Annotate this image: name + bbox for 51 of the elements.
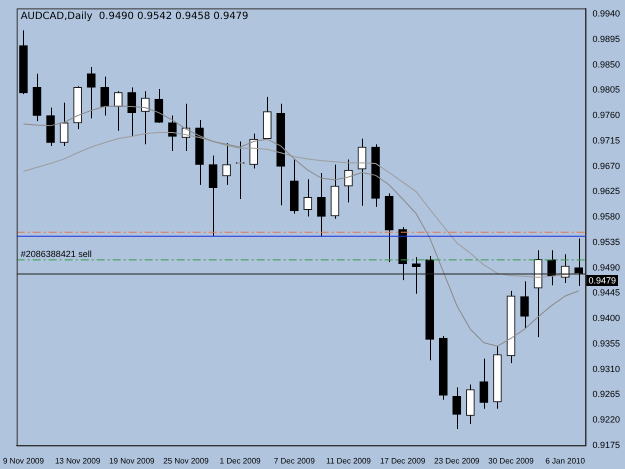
- y-tick-label: 0.9850: [592, 59, 620, 70]
- x-tick-label: 11 Dec 2009: [326, 456, 372, 466]
- candlestick: [208, 155, 218, 237]
- y-tick-label: 0.9535: [592, 236, 620, 247]
- y-tick-label: 0.9355: [592, 338, 620, 348]
- candlestick: [547, 250, 556, 286]
- y-tick-label: 0.9175: [592, 440, 620, 450]
- candlestick: [236, 140, 244, 200]
- y-tick-label: 0.9670: [592, 160, 620, 171]
- candlestick: [574, 238, 584, 286]
- candlestick: [154, 88, 164, 124]
- candlestick: [520, 280, 529, 330]
- y-tick-label: 0.9220: [592, 414, 620, 425]
- y-tick-label: 0.9580: [592, 212, 620, 222]
- candlestick: [222, 142, 231, 186]
- x-tick-label: 30 Dec 2009: [488, 456, 534, 466]
- x-tick-label: 13 Nov 2009: [54, 456, 101, 466]
- candlestick: [452, 386, 462, 430]
- y-tick-label: 0.9265: [592, 389, 620, 400]
- candlestick: [412, 256, 421, 294]
- candlestick: [344, 159, 353, 203]
- y-tick-label: 0.9715: [592, 135, 620, 146]
- candlestick: [127, 86, 136, 137]
- y-tick-label: 0.9310: [592, 364, 620, 374]
- y-tick-label: 0.9490: [592, 262, 620, 272]
- ref-line-label: #2086388421 sell: [20, 248, 92, 259]
- x-tick-label: 1 Dec 2009: [220, 456, 262, 466]
- candlestick: [60, 102, 68, 146]
- candlestick: [114, 90, 123, 132]
- x-tick-label: 9 Nov 2009: [3, 456, 44, 466]
- x-tick-label: 25 Nov 2009: [163, 456, 210, 466]
- chart-title: AUDCAD,Daily 0.9490 0.9542 0.9458 0.9479: [20, 10, 248, 22]
- y-tick-label: 0.9400: [592, 313, 620, 324]
- y-tick-label: 0.9625: [592, 186, 620, 196]
- y-tick-label: 0.9760: [592, 110, 620, 120]
- candlestick: [480, 358, 488, 410]
- x-tick-label: 7 Dec 2009: [274, 456, 316, 466]
- x-tick-label: 17 Dec 2009: [380, 456, 426, 466]
- candlestick: [141, 90, 150, 145]
- y-tick-label: 0.9940: [592, 8, 620, 19]
- x-tick-label: 23 Dec 2009: [434, 456, 480, 466]
- candlestick: [100, 76, 110, 116]
- y-tick-label: 0.9895: [592, 34, 620, 44]
- y-tick-label: 0.9805: [592, 84, 620, 95]
- candlestick: [358, 138, 366, 206]
- x-tick-label: 19 Nov 2009: [109, 456, 156, 466]
- x-tick-label: 6 Jan 2010: [545, 456, 586, 466]
- candlestick: [304, 178, 312, 217]
- candlestick: [317, 172, 326, 238]
- y-tick-label: 0.9445: [592, 288, 620, 298]
- ref-line-label: 0.9479: [588, 275, 616, 286]
